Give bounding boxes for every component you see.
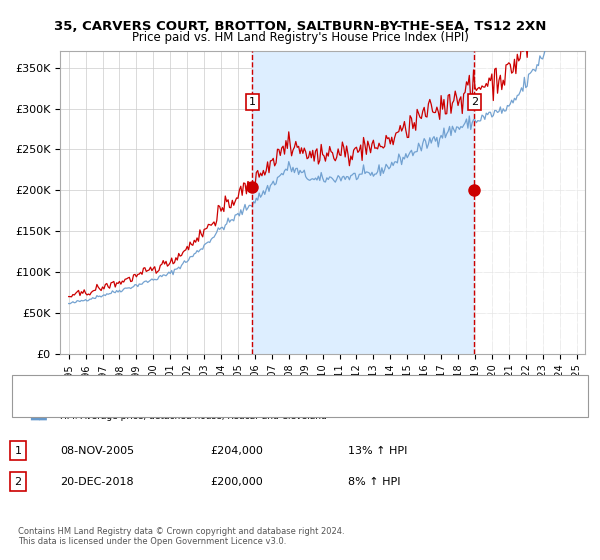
Text: ━━: ━━ [30,382,47,396]
Text: 1: 1 [249,97,256,107]
Text: 20-DEC-2018: 20-DEC-2018 [60,477,134,487]
Text: ━━: ━━ [30,413,47,427]
Text: Contains HM Land Registry data © Crown copyright and database right 2024.
This d: Contains HM Land Registry data © Crown c… [18,526,344,546]
Text: 8% ↑ HPI: 8% ↑ HPI [348,477,401,487]
Text: £200,000: £200,000 [210,477,263,487]
Text: 13% ↑ HPI: 13% ↑ HPI [348,446,407,456]
Text: HPI: Average price, detached house, Redcar and Cleveland: HPI: Average price, detached house, Redc… [60,412,327,421]
Text: Price paid vs. HM Land Registry's House Price Index (HPI): Price paid vs. HM Land Registry's House … [131,31,469,44]
Text: 1: 1 [14,446,22,456]
Text: 35, CARVERS COURT, BROTTON, SALTBURN-BY-THE-SEA, TS12 2XN (detached house): 35, CARVERS COURT, BROTTON, SALTBURN-BY-… [60,382,440,391]
Bar [253,52,475,353]
Bar [475,52,600,353]
Text: 2: 2 [14,477,22,487]
Text: £204,000: £204,000 [210,446,263,456]
Text: 2: 2 [471,97,478,107]
Text: 08-NOV-2005: 08-NOV-2005 [60,446,134,456]
Text: 35, CARVERS COURT, BROTTON, SALTBURN-BY-THE-SEA, TS12 2XN: 35, CARVERS COURT, BROTTON, SALTBURN-BY-… [54,20,546,32]
